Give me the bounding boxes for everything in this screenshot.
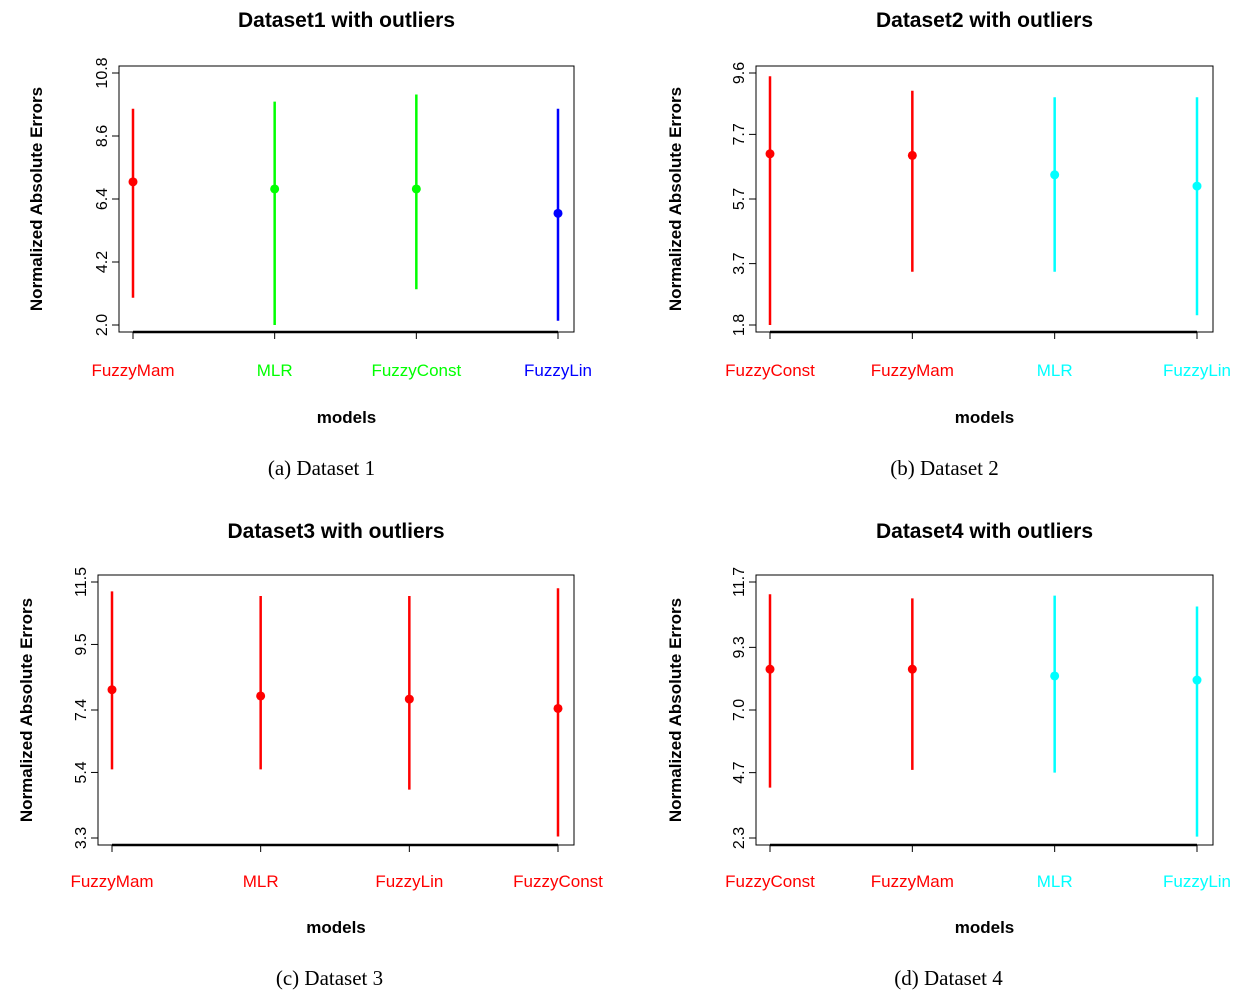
mean-point bbox=[411, 184, 421, 194]
category-label: FuzzyMam bbox=[91, 361, 174, 380]
mean-point bbox=[765, 664, 775, 674]
category-label: FuzzyConst bbox=[725, 872, 815, 891]
y-tick-label: 2.0 bbox=[94, 314, 111, 336]
category-label: MLR bbox=[257, 361, 293, 380]
mean-point bbox=[553, 703, 563, 713]
chart-title: Dataset4 with outliers bbox=[876, 520, 1093, 543]
y-axis-label: Normalized Absolute Errors bbox=[27, 87, 46, 311]
category-label: MLR bbox=[243, 872, 279, 891]
chart-panel-dataset4: Dataset4 with outliers models Normalized A… bbox=[619, 496, 1238, 992]
figure-caption: (b) Dataset 2 bbox=[890, 456, 999, 480]
category-label: FuzzyMam bbox=[70, 872, 153, 891]
y-tick-label: 4.7 bbox=[731, 761, 748, 783]
y-tick-label: 9.5 bbox=[73, 633, 90, 655]
chart-svg: Dataset4 with outliers models Normalized A… bbox=[666, 520, 1231, 937]
y-tick-label: 7.7 bbox=[731, 123, 748, 145]
figure-caption: (c) Dataset 3 bbox=[275, 966, 384, 990]
mean-point bbox=[907, 664, 917, 674]
y-tick-label: 11.5 bbox=[73, 567, 90, 597]
category-label: FuzzyMam bbox=[871, 361, 954, 380]
mean-point bbox=[404, 694, 414, 704]
mean-point bbox=[1050, 170, 1060, 180]
chart-panel-dataset3: Dataset3 with outliers models Normalized A… bbox=[0, 496, 619, 992]
mean-point bbox=[907, 150, 917, 160]
mean-point bbox=[1192, 675, 1202, 685]
y-tick-label: 11.7 bbox=[731, 567, 748, 597]
category-label: FuzzyConst bbox=[371, 361, 461, 380]
chart-svg: Dataset1 with outliers models Normalized A… bbox=[27, 9, 592, 427]
y-tick-label: 10.8 bbox=[94, 57, 111, 88]
y-tick-label: 7.0 bbox=[731, 699, 748, 721]
y-tick-label: 8.6 bbox=[94, 125, 111, 147]
mean-point bbox=[1192, 181, 1202, 191]
category-label: FuzzyLin bbox=[375, 872, 443, 891]
mean-point bbox=[1050, 671, 1060, 681]
category-label: MLR bbox=[1037, 361, 1073, 380]
y-tick-label: 6.4 bbox=[94, 188, 111, 210]
chart-svg: Dataset3 with outliers models Normalized A… bbox=[17, 520, 603, 937]
category-label: FuzzyLin bbox=[1163, 872, 1231, 891]
y-tick-label: 3.3 bbox=[73, 827, 90, 849]
mean-point bbox=[107, 685, 117, 695]
y-tick-label: 5.4 bbox=[73, 761, 90, 783]
chart-title: Dataset2 with outliers bbox=[876, 9, 1093, 32]
figure-caption: (d) Dataset 4 bbox=[894, 966, 1003, 990]
category-label: FuzzyLin bbox=[524, 361, 592, 380]
chart-title: Dataset3 with outliers bbox=[227, 520, 444, 543]
plot-frame bbox=[97, 574, 575, 846]
y-tick-label: 4.2 bbox=[94, 251, 111, 273]
x-axis-label: models bbox=[955, 918, 1015, 937]
chart-panel-dataset2: Dataset2 with outliers models Normalized A… bbox=[619, 0, 1238, 496]
category-label: FuzzyMam bbox=[871, 872, 954, 891]
plot-frame bbox=[755, 574, 1214, 846]
x-axis-label: models bbox=[955, 408, 1015, 427]
category-label: MLR bbox=[1037, 872, 1073, 891]
category-label: FuzzyConst bbox=[513, 872, 603, 891]
y-tick-label: 9.3 bbox=[731, 636, 748, 658]
y-tick-label: 2.3 bbox=[731, 827, 748, 849]
y-tick-label: 5.7 bbox=[731, 188, 748, 210]
plot-frame bbox=[118, 65, 575, 333]
mean-point bbox=[553, 208, 563, 218]
mean-point bbox=[256, 691, 266, 701]
figure-caption: (a) Dataset 1 bbox=[267, 456, 376, 480]
y-axis-label: Normalized Absolute Errors bbox=[666, 87, 685, 311]
mean-point bbox=[270, 184, 280, 194]
x-axis-label: models bbox=[306, 918, 366, 937]
category-label: FuzzyLin bbox=[1163, 361, 1231, 380]
y-tick-label: 3.7 bbox=[731, 252, 748, 274]
y-axis-label: Normalized Absolute Errors bbox=[17, 598, 36, 822]
category-label: FuzzyConst bbox=[725, 361, 815, 380]
mean-point bbox=[765, 149, 775, 159]
y-tick-label: 1.8 bbox=[731, 314, 748, 336]
plot-frame bbox=[755, 65, 1214, 333]
chart-title: Dataset1 with outliers bbox=[238, 9, 455, 32]
y-axis-label: Normalized Absolute Errors bbox=[666, 598, 685, 822]
chart-panel-dataset1: Dataset1 with outliers models Normalized A… bbox=[0, 0, 619, 496]
chart-svg: Dataset2 with outliers models Normalized A… bbox=[666, 9, 1231, 427]
y-tick-label: 7.4 bbox=[73, 699, 90, 721]
y-tick-label: 9.6 bbox=[731, 62, 748, 84]
x-axis-label: models bbox=[317, 408, 377, 427]
mean-point bbox=[128, 177, 138, 187]
